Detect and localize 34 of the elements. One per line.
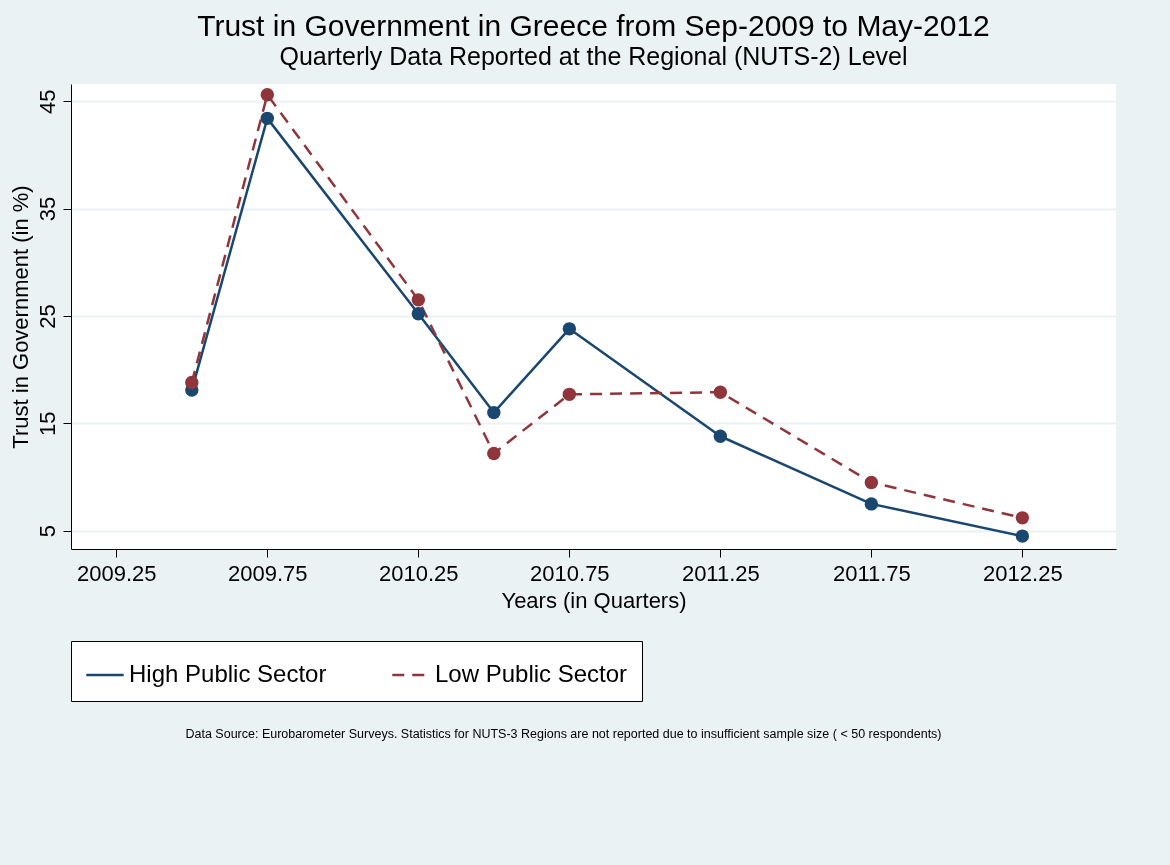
x-tick-label: 2010.25 [379, 560, 459, 586]
chart-title: Trust in Government in Greece from Sep-2009 to May-2012 [197, 9, 990, 42]
point [1015, 511, 1030, 525]
point [713, 385, 728, 399]
point [713, 429, 728, 443]
legend-label: Low Public Sector [435, 660, 628, 687]
y-tick-label: 45 [34, 89, 60, 114]
x-tick-label: 2009.25 [77, 560, 157, 586]
point [1015, 529, 1030, 543]
point [487, 405, 501, 420]
x-tick-label: 2010.75 [530, 560, 610, 586]
source-note: Data Source: Eurobarometer Surveys. Statistics for NUTS-3 Regions are not reported due to insufficient sample size ( < 50 respondents) [185, 727, 942, 741]
x-tick-label: 2011.25 [681, 560, 760, 586]
y-tick-label: 15 [34, 411, 60, 437]
point [411, 293, 426, 307]
x-tick-label: 2012.25 [983, 560, 1063, 586]
x-axis-title: Years (in Quarters) [501, 587, 687, 613]
point [260, 88, 275, 102]
point [864, 497, 879, 511]
point [260, 111, 275, 126]
y-tick-label: 35 [34, 196, 60, 222]
point [411, 307, 426, 321]
chart-subtitle: Quarterly Data Reported at the Regional (NUTS-2) Level [279, 42, 908, 70]
point [864, 475, 879, 490]
y-axis-title: Trust in Government (in %) [7, 185, 33, 449]
y-tick-label: 25 [34, 304, 60, 329]
legend-label: High Public Sector [129, 660, 327, 687]
point [487, 446, 501, 461]
y-tick-label: 5 [34, 525, 60, 538]
point [562, 322, 577, 336]
x-tick-label: 2009.75 [228, 560, 308, 586]
point [562, 387, 577, 402]
x-tick-label: 2011.75 [832, 560, 911, 586]
point [185, 375, 199, 390]
